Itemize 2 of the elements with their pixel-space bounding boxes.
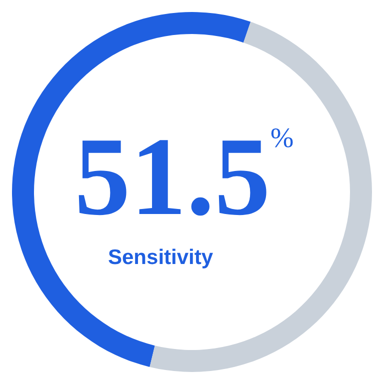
slice-label: Sensitivity — [108, 246, 214, 269]
data-label: 51.5$^{%}$ — [74, 115, 294, 239]
